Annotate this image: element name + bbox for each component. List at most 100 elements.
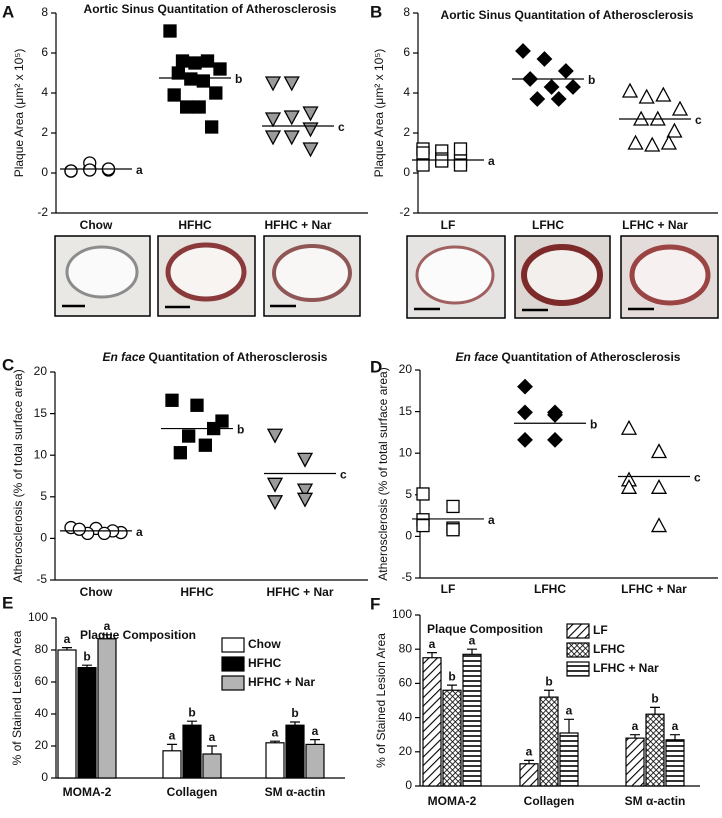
point [264,112,282,128]
y-tick-label: 0 [41,770,48,784]
y-tick-label: 100 [392,607,412,621]
point [266,495,284,511]
error-bar [650,706,660,715]
x-tick-label: Collagen [167,785,218,799]
bar [645,713,665,787]
y-tick-label: 10 [34,447,48,461]
group-letter: a [632,719,639,733]
x-tick-label: MOMA-2 [63,785,112,799]
x-tick-label: LFHC [534,582,566,596]
y-tick-label: 8 [403,5,410,19]
point [302,122,319,138]
title-text: Plaque Composition [427,622,543,636]
y-axis-label: Plaque Area (μm² x 10⁵) [372,49,386,178]
group-letter: a [64,632,71,646]
bar [77,666,97,779]
y-tick-label: 4 [403,85,410,99]
y-tick-label: 20 [399,744,413,758]
group-letter: c [340,468,347,482]
y-tick-label: 10 [399,445,413,459]
vessel [65,245,139,299]
x-tick-label: Chow [80,585,113,599]
group-letter: b [448,669,455,683]
y-tick-label: 2 [41,125,48,139]
y-tick-label: 0 [41,165,48,179]
point [627,134,644,150]
error-bar [447,684,457,691]
point [515,43,531,59]
x-tick-label: HFHC + Nar [264,218,331,232]
bar [182,724,202,779]
point [547,407,563,423]
bar [462,653,482,787]
y-tick-label: 0 [405,529,412,543]
y-tick-label: -2 [37,205,48,219]
y-tick-label: 5 [40,489,47,503]
y-tick-label: -5 [36,572,47,586]
error-bar [427,652,437,658]
group-letter: a [209,730,216,744]
point [209,86,223,100]
point [650,443,668,459]
x-tick-label: HFHC [178,218,212,232]
bar [285,724,305,779]
point [638,88,655,104]
legend-label: LFHC [593,642,625,656]
point [283,76,300,92]
error-bar [102,634,112,639]
title-text: Quantitation of Atherosclerosis [502,350,681,364]
point [453,158,468,172]
error-bar [82,664,92,668]
y-tick-label: 20 [35,738,49,752]
chart-title: En face Quantitation of Atherosclerosis [456,350,681,364]
bar [519,763,539,787]
group-letter: b [83,649,90,663]
y-tick-label: -2 [399,205,410,219]
panel-label: D [370,357,382,376]
title-text: Aortic Sinus Quantitation of Atheroscler… [441,8,694,22]
point [557,63,574,79]
legend-swatch [221,656,245,672]
error-bar [630,734,640,739]
x-tick-label: Collagen [524,794,575,808]
vessel [629,244,711,306]
y-tick-label: 20 [399,362,413,376]
point [453,142,468,156]
point [97,526,111,541]
title-text: Quantitation of Atherosclerosis [149,350,328,364]
x-tick-label: LFHC + Nar [621,582,687,596]
histology-images [54,235,719,319]
chart-title: Aortic Sinus Quantitation of Atheroscler… [441,8,694,22]
legend-label: LF [593,623,608,637]
vessel [165,242,247,302]
point [302,142,319,158]
x-tick-label: MOMA-2 [428,794,477,808]
point [416,518,430,533]
group-letter: a [169,729,176,743]
y-tick-label: 40 [35,706,49,720]
y-tick-label: 6 [41,45,48,59]
legend-swatch [221,637,245,653]
point [296,492,314,508]
panel-label: B [370,2,382,21]
group-letter: a [312,724,319,738]
group-letter: c [694,471,701,485]
y-tick-label: 60 [35,674,49,688]
bar [97,638,117,779]
y-tick-label: 60 [399,676,413,690]
legend-label: HFHC [248,656,282,670]
point [188,56,202,70]
y-axis-label: % of Stained Lesion Area [10,630,24,765]
point [446,499,460,514]
group-letter: a [488,154,495,168]
panel-3: D En face Quantitation of Atherosclerosis… [370,350,718,596]
point [163,24,177,38]
point [517,404,533,421]
y-axis-label: Plaque Area (μm² x 10⁵) [12,49,26,178]
point [192,100,206,114]
point [446,523,460,537]
legend-swatch [566,642,590,658]
bar [162,750,182,779]
chart-title: En face Quantitation of Atherosclerosis [103,350,328,364]
